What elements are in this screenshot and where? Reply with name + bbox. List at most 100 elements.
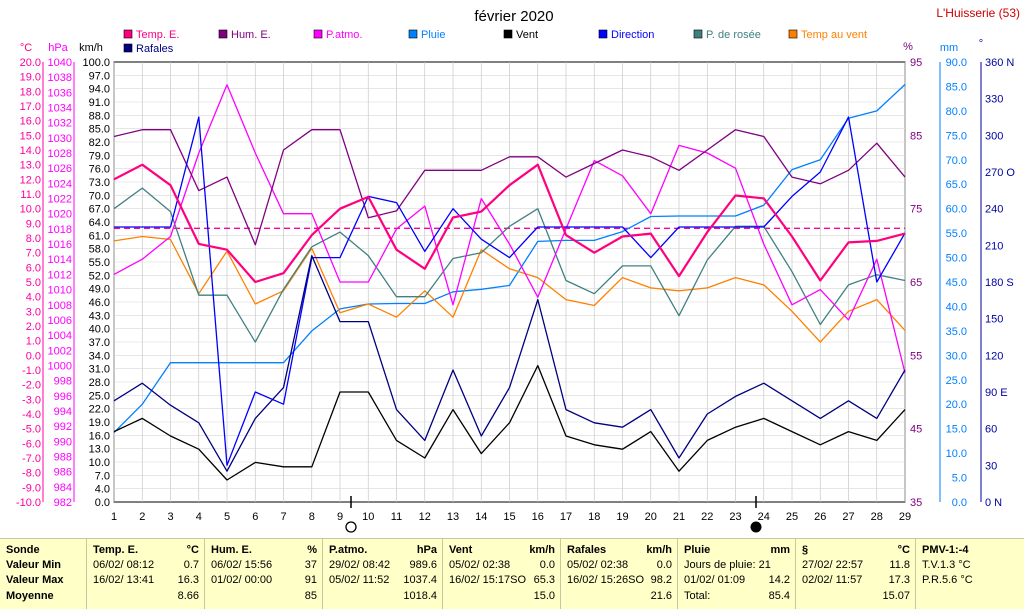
pmv-tv: T.V.1.3 °C bbox=[922, 559, 971, 571]
legend: Temp. E. Hum. E. P.atmo. Pluie Vent Direction… bbox=[123, 29, 867, 55]
rain-max-val: 14.2 bbox=[768, 574, 790, 586]
x-tick: 1 bbox=[111, 511, 117, 523]
gust-title: Rafales bbox=[567, 544, 607, 556]
press-min-time: 29/02/ 08:42 bbox=[329, 559, 391, 571]
press-max-time: 05/02/ 11:52 bbox=[329, 574, 390, 586]
series-line-p-de-ros-e bbox=[113, 187, 906, 343]
unit-rain: mm bbox=[940, 42, 958, 54]
legend-swatch bbox=[408, 29, 418, 39]
s-unit: °C bbox=[897, 544, 910, 556]
hum-tick: 75 bbox=[910, 204, 922, 216]
dir-tick: 90 E bbox=[985, 387, 1008, 399]
temp-tick: 11.0 bbox=[20, 189, 41, 201]
hum-tick: 45 bbox=[910, 424, 922, 436]
press-tick: 1008 bbox=[48, 300, 72, 312]
wind-tick: 91.0 bbox=[89, 97, 110, 109]
temp-tick: 5.0 bbox=[26, 277, 41, 289]
wind-tick: 7.0 bbox=[95, 470, 110, 482]
gust-max-time: 16/02/ 15:26SO bbox=[567, 574, 645, 586]
new-moon-icon bbox=[750, 521, 762, 533]
rain-tick: 50.0 bbox=[946, 253, 967, 265]
legend-swatch bbox=[693, 29, 703, 39]
press-tick: 1010 bbox=[48, 285, 72, 297]
series-lines bbox=[113, 84, 906, 481]
x-tick: 29 bbox=[899, 511, 911, 523]
s-title: § bbox=[802, 544, 809, 556]
full-moon-icon bbox=[345, 521, 357, 533]
wind-tick: 31.0 bbox=[89, 364, 110, 376]
rain-days: Jours de pluie: 21 bbox=[684, 559, 771, 571]
wind-tick: 16.0 bbox=[89, 430, 110, 442]
hum-tick: 95 bbox=[910, 57, 922, 69]
stats-col-wind: Vent km/h 05/02/ 02:38 0.0 16/02/ 15:17SO 6… bbox=[442, 539, 561, 609]
press-tick: 1016 bbox=[48, 239, 72, 251]
press-tick: 982 bbox=[54, 497, 72, 509]
wind-tick: 40.0 bbox=[89, 324, 110, 336]
wind-tick: 67.0 bbox=[89, 204, 110, 216]
temp-tick: 8.0 bbox=[26, 233, 41, 245]
wind-max-val: 65.3 bbox=[533, 574, 555, 586]
dir-tick: 360 N bbox=[985, 57, 1014, 69]
press-tick: 1002 bbox=[48, 345, 72, 357]
temp-tick: 10.0 bbox=[20, 204, 41, 216]
stats-col-s: § °C 27/02/ 22:57 11.8 02/02/ 11:57 17.3 15… bbox=[795, 539, 916, 609]
wind-unit: km/h bbox=[529, 544, 555, 556]
press-tick: 1000 bbox=[48, 360, 72, 372]
dir-tick: 180 S bbox=[985, 277, 1014, 289]
temp-tick: 15.0 bbox=[20, 130, 41, 142]
unit-temp: °C bbox=[20, 42, 32, 54]
press-unit: hPa bbox=[416, 544, 437, 556]
rain-tick: 5.0 bbox=[952, 473, 967, 485]
wind-tick: 70.0 bbox=[89, 190, 110, 202]
temp-min-time: 06/02/ 08:12 bbox=[93, 559, 155, 571]
wind-tick: 55.0 bbox=[89, 257, 110, 269]
temp-tick: -10.0 bbox=[16, 497, 41, 509]
temp-tick: -6.0 bbox=[22, 438, 41, 450]
hum-tick: 35 bbox=[910, 497, 922, 509]
stats-col-rain: Pluie mm Jours de pluie: 21 01/02/ 01:09 1… bbox=[677, 539, 796, 609]
stats-col-press: P.atmo. hPa 29/02/ 08:42 989.6 05/02/ 11:5… bbox=[322, 539, 443, 609]
rain-tick: 0.0 bbox=[952, 497, 967, 509]
temp-mean: 8.66 bbox=[177, 590, 199, 602]
x-tick: 26 bbox=[814, 511, 826, 523]
x-tick: 24 bbox=[758, 511, 770, 523]
dir-tick: 210 bbox=[985, 240, 1003, 252]
rain-tick: 20.0 bbox=[946, 399, 967, 411]
press-tick: 1018 bbox=[48, 224, 72, 236]
wind-tick: 58.0 bbox=[89, 244, 110, 256]
legend-label: Temp. E. bbox=[136, 29, 179, 41]
wind-min-val: 0.0 bbox=[539, 559, 555, 571]
press-tick: 1004 bbox=[48, 330, 72, 342]
rain-tick: 30.0 bbox=[946, 350, 967, 362]
wind-tick: 10.0 bbox=[89, 457, 110, 469]
gust-min-val: 0.0 bbox=[656, 559, 672, 571]
chart-title: février 2020 bbox=[474, 8, 553, 25]
gust-unit: km/h bbox=[646, 544, 672, 556]
series-line-temp-e bbox=[113, 163, 906, 284]
x-tick: 27 bbox=[842, 511, 854, 523]
unit-press: hPa bbox=[48, 42, 68, 54]
press-tick: 1026 bbox=[48, 163, 72, 175]
dir-tick: 60 bbox=[985, 424, 997, 436]
press-tick: 992 bbox=[54, 421, 72, 433]
x-tick: 12 bbox=[419, 511, 431, 523]
press-mean: 1018.4 bbox=[403, 590, 437, 602]
press-tick: 1036 bbox=[48, 87, 72, 99]
press-tick: 1006 bbox=[48, 315, 72, 327]
press-tick: 984 bbox=[54, 482, 72, 494]
s-max-time: 02/02/ 11:57 bbox=[802, 574, 863, 586]
dir-tick: 0 N bbox=[985, 497, 1002, 509]
legend-swatch bbox=[123, 43, 133, 53]
unit-dir: ° bbox=[979, 38, 983, 50]
temp-tick: 9.0 bbox=[26, 218, 41, 230]
axes: 20.019.018.017.016.015.014.013.012.011.0… bbox=[16, 57, 1015, 523]
wind-tick: 0.0 bbox=[95, 497, 110, 509]
x-tick: 11 bbox=[391, 511, 402, 523]
legend-label: Rafales bbox=[136, 43, 174, 55]
pmv-pr: P.R.5.6 °C bbox=[922, 574, 973, 586]
temp-tick: -7.0 bbox=[22, 453, 41, 465]
temp-tick: 2.0 bbox=[26, 321, 41, 333]
temp-tick: 1.0 bbox=[26, 336, 41, 348]
rain-tick: 15.0 bbox=[946, 424, 967, 436]
x-tick: 25 bbox=[786, 511, 798, 523]
